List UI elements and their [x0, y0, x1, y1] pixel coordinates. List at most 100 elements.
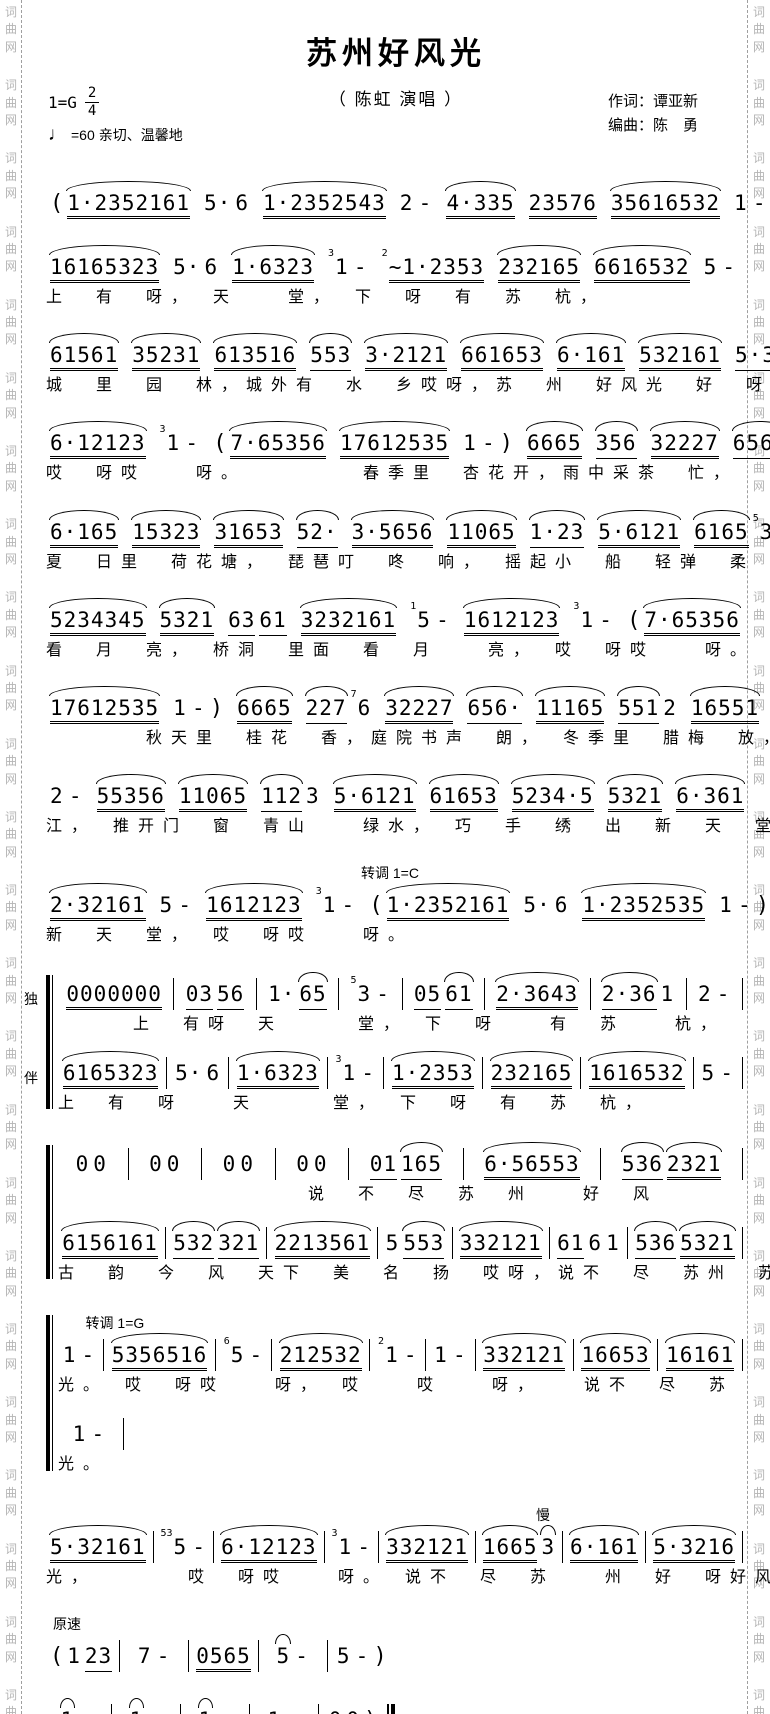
parenthesis: ): [209, 695, 224, 721]
measure: 16653: [577, 1333, 655, 1372]
note-group: 03: [185, 983, 213, 1010]
note-token: 1: [661, 983, 675, 1010]
watermark-char: 曲: [4, 168, 17, 183]
final-thick-bar: [391, 1703, 395, 1714]
measure: 5234·5: [508, 774, 598, 813]
note-token: 61561: [49, 333, 120, 372]
watermark-text: 词曲网: [5, 1175, 17, 1227]
watermark-text: 词曲网: [5, 516, 17, 568]
note-token: ): [209, 695, 224, 724]
watermark-char: 曲: [752, 534, 765, 549]
watermark-char: 词: [752, 224, 765, 239]
note-group: 6665: [237, 697, 292, 724]
note-token: 661653: [460, 333, 544, 372]
watermark-char: 词: [752, 883, 765, 898]
watermark-char: 曲: [4, 1632, 17, 1647]
watermark-char: 词: [752, 517, 765, 532]
note-token: 2: [400, 193, 414, 219]
note-group: 2·3643: [496, 983, 579, 1010]
watermark-char: 曲: [752, 827, 765, 842]
watermark-text: 词曲网: [753, 736, 765, 788]
watermark-text: 词曲网: [5, 1321, 17, 1373]
duration-dash: -: [418, 191, 432, 215]
note-token: 332121: [482, 1333, 567, 1372]
note-group: 61: [445, 983, 473, 1010]
watermark-char: 曲: [752, 1632, 765, 1647]
slur-arc: [385, 883, 511, 894]
parenthesis: (: [50, 191, 64, 216]
slur-arc: [299, 597, 398, 608]
key-tempo-block: 1=G 2 4 ♩ =60 亲切、温馨地: [48, 86, 183, 146]
watermark-char: 曲: [752, 900, 765, 915]
note-token: 1: [734, 193, 748, 219]
note-token: -: [752, 193, 767, 219]
note-token: 2·3643: [495, 971, 580, 1010]
measure: 32227: [381, 685, 457, 724]
note-group: 32227: [650, 433, 719, 460]
watermark-char: 词: [4, 1395, 17, 1410]
note-token: 332121: [385, 1524, 469, 1563]
note-token: 0: [240, 1153, 254, 1180]
watermark-char: 曲: [752, 1046, 765, 1061]
slur-arc: [220, 1524, 318, 1535]
measure: (7·65356: [209, 421, 330, 460]
measures-row: 2-55356 11065 112 3 5·6121 61653 5234·5 5321 6·3…: [46, 774, 746, 813]
slur-arc: [49, 1524, 147, 1535]
duration-dash: -: [353, 255, 367, 279]
measure: 16551: [687, 685, 763, 724]
note-group: 6: [235, 191, 249, 215]
measure: 5· 6: [169, 257, 222, 283]
note-group: 35616532: [610, 193, 721, 219]
note-group: 6165: [694, 521, 749, 548]
note-token: 553: [309, 333, 353, 372]
barline: [166, 1056, 168, 1089]
measure: 532 321: [169, 1221, 263, 1260]
watermark-char: 词: [752, 590, 765, 605]
measure: 1-: [58, 1424, 120, 1450]
measures-row: 1-: [58, 1418, 746, 1451]
watermark-text: 词曲网: [753, 589, 765, 641]
measures-row: 16165323 5· 6 1·6323 3 1-2 ~1·2353 232165 661653…: [46, 245, 746, 283]
note-group: 65: [299, 983, 327, 1010]
music-line-12: 0 0 0 0 0 0 0 0 01 165 6·56553 536 2321 说 不 尽 苏 州 好 …: [58, 1133, 746, 1204]
duration-dash: -: [192, 1534, 205, 1559]
right-dashed-border: [747, 0, 748, 1714]
song-title: 苏州好风光: [306, 36, 486, 72]
part-label-独: 独: [24, 990, 38, 1007]
note-token: ): [756, 895, 769, 921]
measure: 5-: [697, 1062, 739, 1089]
note-token: -: [375, 981, 390, 1010]
watermark-char: 网: [752, 625, 765, 640]
watermark-text: 词曲网: [5, 809, 17, 861]
slur-arc: [49, 421, 147, 432]
note-token: 232165: [489, 1050, 574, 1089]
slur-arc: [643, 597, 741, 608]
note-token: 6: [588, 1233, 602, 1259]
slur-arc: [229, 421, 327, 432]
watermark-char: 词: [4, 1468, 17, 1483]
duration-dash: -: [376, 981, 389, 1006]
note-token: -: [191, 697, 206, 724]
watermark-text: 词曲网: [5, 955, 17, 1007]
slur-arc: [131, 509, 202, 520]
measure: 6665: [523, 421, 586, 460]
note-group: 5: [159, 893, 174, 918]
watermark-char: 曲: [4, 680, 17, 695]
key-signature: 1=G: [48, 92, 77, 112]
performer-line: （ 陈虹 演唱 ）: [328, 90, 464, 109]
watermark-char: 曲: [4, 95, 17, 110]
measures-row: (1·2352161 5· 6 1·2352543 2-4·335 23576 356165…: [46, 181, 766, 219]
lyrics-line: 夏 日里 荷花塘， 琵琶叮 咚 响， 摇起小 船 轻弹 柔 唱，桥 洞 里 面: [46, 553, 756, 571]
final-barline: [387, 1703, 395, 1714]
lyricist-credit: 作词：谭亚新: [607, 93, 698, 110]
note-group: 6: [206, 1060, 221, 1085]
slur-arc: [66, 181, 192, 191]
slur-arc: [236, 685, 293, 696]
grace-note: 3: [327, 248, 334, 259]
duration-dash: -: [91, 1422, 105, 1447]
note-token: -: [177, 895, 192, 921]
watermark-char: 网: [752, 1649, 765, 1664]
